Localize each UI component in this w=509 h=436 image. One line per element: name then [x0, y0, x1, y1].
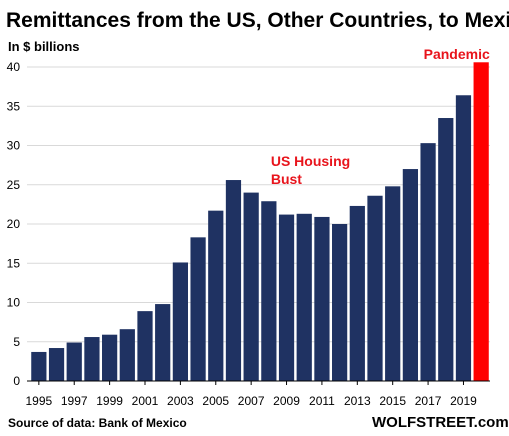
y-tick-label: 30 — [7, 139, 21, 153]
bar-2010 — [296, 213, 312, 381]
x-tick-label: 2017 — [415, 394, 442, 408]
bar-2005 — [208, 210, 224, 381]
x-tick-label: 2009 — [273, 394, 300, 408]
bar-1999 — [102, 334, 118, 381]
annotation-line: US Housing — [271, 153, 350, 169]
x-tick-label: 1995 — [25, 394, 52, 408]
annotation-line: Bust — [271, 171, 302, 187]
y-tick-label: 25 — [7, 178, 21, 192]
annotation-pandemic: Pandemic — [424, 46, 490, 62]
bar-1998 — [84, 337, 100, 381]
bar-1997 — [66, 342, 82, 381]
source-note: Source of data: Bank of Mexico — [8, 416, 187, 430]
bars — [31, 62, 489, 382]
bar-2017 — [420, 143, 436, 381]
bar-2014 — [367, 195, 383, 381]
x-tick-label: 1997 — [61, 394, 88, 408]
annotation-line: Pandemic — [424, 46, 490, 62]
y-tick-label: 20 — [7, 217, 21, 231]
y-tick-label: 0 — [13, 374, 20, 388]
x-tick-label: 2011 — [309, 394, 335, 408]
x-axis-ticks: 1995 1997 1999 2001 2003 2005 2007 2009 2011 2013… — [25, 381, 477, 408]
bar-2016 — [402, 169, 418, 381]
bar-1996 — [48, 348, 65, 381]
x-tick-label: 2005 — [202, 394, 229, 408]
y-axis-label: In $ billions — [8, 39, 80, 54]
annotation-us-housing: US Housing Bust — [271, 153, 350, 187]
x-tick-label: 2013 — [344, 394, 371, 408]
bar-2018 — [438, 118, 454, 382]
bar-2001 — [137, 311, 153, 381]
bar-1995 — [31, 351, 47, 381]
y-tick-label: 5 — [13, 335, 20, 349]
y-tick-label: 35 — [7, 99, 21, 113]
x-tick-label: 1999 — [96, 394, 123, 408]
wolfstreet-brand: WOLFSTREET.com — [372, 414, 509, 431]
bar-2007 — [243, 192, 259, 381]
bar-2008 — [261, 201, 277, 381]
bar-2002 — [155, 304, 171, 381]
bar-2012 — [332, 224, 348, 381]
bar-2013 — [349, 205, 365, 381]
bar-2020 — [473, 62, 489, 381]
bar-2004 — [190, 237, 206, 381]
bar-2009 — [278, 214, 295, 381]
x-tick-label: 2019 — [450, 394, 477, 408]
bar-2000 — [119, 329, 135, 381]
bar-2019 — [455, 95, 472, 381]
y-axis-ticks: 0 5 10 15 20 25 30 35 40 — [7, 60, 21, 388]
x-tick-label: 2003 — [167, 394, 194, 408]
x-tick-label: 2007 — [238, 394, 265, 408]
chart-title: Remittances from the US, Other Countries… — [6, 9, 509, 32]
y-tick-label: 40 — [7, 60, 21, 74]
bar-2015 — [385, 186, 401, 381]
bar-2003 — [172, 262, 188, 381]
bar-2006 — [225, 180, 242, 381]
bar-2011 — [314, 216, 330, 381]
x-tick-label: 2001 — [132, 394, 159, 408]
y-tick-label: 10 — [7, 296, 21, 310]
y-tick-label: 15 — [7, 256, 21, 270]
x-tick-label: 2015 — [379, 394, 406, 408]
annotations: US Housing Bust Pandemic — [271, 46, 490, 187]
